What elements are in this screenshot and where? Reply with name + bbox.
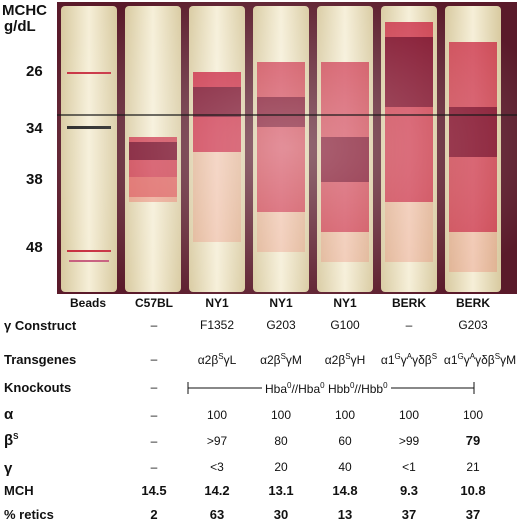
transgenes-cell: α2βSγL xyxy=(197,352,237,367)
axis-title-mchc: MCHC xyxy=(2,2,47,19)
transgenes-cell: – xyxy=(150,352,158,366)
alpha-cell: 100 xyxy=(398,408,420,422)
gamma-construct-cell: G203 xyxy=(266,318,296,332)
gamma-cell: 40 xyxy=(338,460,352,474)
retics-cell: 2 xyxy=(150,507,158,522)
tick-38: 38 xyxy=(26,171,43,188)
beta-s-cell: 60 xyxy=(338,434,352,448)
gamma-cell: 21 xyxy=(466,460,480,474)
retics-cell: 13 xyxy=(337,507,353,522)
knockouts-cell: – xyxy=(150,380,158,394)
mch-cell: 14.8 xyxy=(332,483,358,498)
gamma-construct-cell: – xyxy=(405,318,413,332)
knockouts-genotype: Hba0//Hba0 Hbb0//Hbb0 xyxy=(262,381,391,396)
beta-s-cell: – xyxy=(150,434,158,448)
lane-label: NY1 xyxy=(205,296,229,310)
row-label-knockouts: Knockouts xyxy=(4,380,72,395)
beta-s-cell: >97 xyxy=(206,434,228,448)
alpha-cell: 100 xyxy=(206,408,228,422)
tick-34: 34 xyxy=(26,120,43,137)
row-label-gamma: γ xyxy=(4,460,13,477)
retics-cell: 63 xyxy=(209,507,225,522)
axis-title-unit: g/dL xyxy=(4,18,36,35)
transgenes-cell: α1GγAγδβSγM xyxy=(443,352,517,367)
tick-26: 26 xyxy=(26,63,43,80)
gamma-construct-cell: F1352 xyxy=(199,318,235,332)
retics-cell: 37 xyxy=(401,507,417,522)
gamma-construct-cell: G100 xyxy=(330,318,360,332)
alpha-cell: 100 xyxy=(462,408,484,422)
retics-cell: 30 xyxy=(273,507,289,522)
mch-cell: 14.5 xyxy=(141,483,167,498)
lane-label: BERK xyxy=(391,296,426,310)
lane-label: Beads xyxy=(69,296,107,310)
mch-cell: 13.1 xyxy=(268,483,294,498)
row-label-beta-s: βS xyxy=(4,432,19,449)
alpha-cell: 100 xyxy=(270,408,292,422)
gamma-construct-cell: – xyxy=(150,318,158,332)
transgenes-cell: α1GγAγδβS xyxy=(380,352,438,367)
transgenes-cell: α2βSγM xyxy=(260,352,302,367)
beta-s-cell: 79 xyxy=(465,433,481,448)
mch-cell: 14.2 xyxy=(204,483,230,498)
tick-48: 48 xyxy=(26,239,43,256)
gamma-cell: <1 xyxy=(402,460,416,474)
row-label-gamma-construct: γ Construct xyxy=(4,318,77,333)
gradient-tubes-photo xyxy=(57,2,517,294)
alpha-cell: 100 xyxy=(334,408,356,422)
gamma-cell: 20 xyxy=(274,460,288,474)
lane-label: NY1 xyxy=(269,296,293,310)
gamma-cell: – xyxy=(150,460,158,474)
lane-label: C57BL xyxy=(134,296,173,310)
gamma-construct-cell: G203 xyxy=(458,318,488,332)
lane-label: NY1 xyxy=(333,296,357,310)
row-label-retics: % retics xyxy=(4,507,54,522)
row-label-alpha: α xyxy=(4,406,14,423)
gamma-cell: <3 xyxy=(210,460,224,474)
row-label-mch: MCH xyxy=(4,483,34,498)
beta-s-cell: >99 xyxy=(398,434,420,448)
lane-label: BERK xyxy=(455,296,490,310)
mch-cell: 9.3 xyxy=(399,483,419,498)
alpha-cell: – xyxy=(150,408,158,422)
retics-cell: 37 xyxy=(465,507,481,522)
transgenes-cell: α2βSγH xyxy=(324,352,366,367)
mch-cell: 10.8 xyxy=(460,483,486,498)
row-label-transgenes: Transgenes xyxy=(4,352,77,367)
beta-s-cell: 80 xyxy=(274,434,288,448)
